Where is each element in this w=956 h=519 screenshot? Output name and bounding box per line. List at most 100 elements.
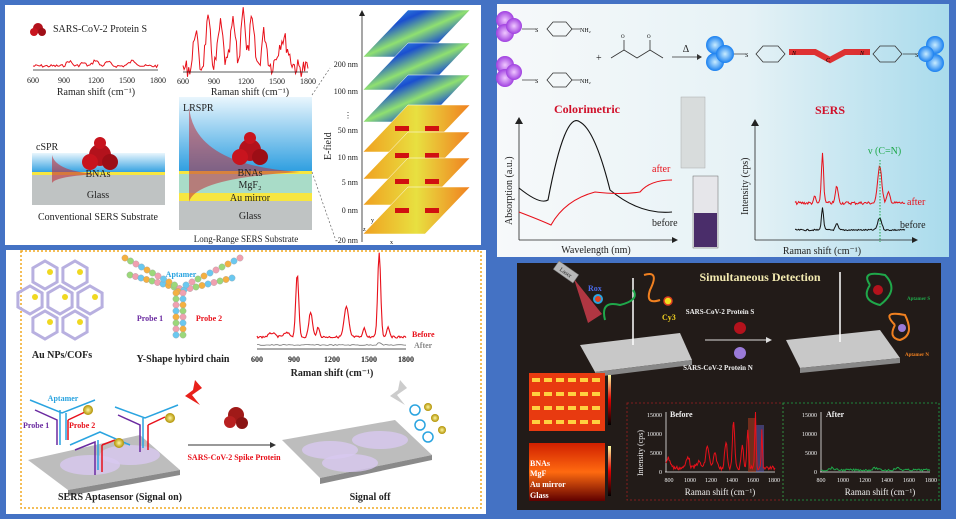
hotspot-mark [395, 179, 409, 184]
tick-label: 900 [288, 355, 300, 364]
before-label: Before [670, 410, 693, 419]
nucleotide-bead [179, 331, 187, 339]
y-axis-label: Intensity (cps) [636, 430, 645, 476]
au-nanoparticle [32, 294, 38, 300]
gold-cluster-icon [706, 36, 734, 71]
nucleotide-bead [204, 280, 212, 288]
nucleotide-bead [222, 276, 230, 283]
heatmap-hotspot [556, 378, 564, 382]
heatmap-hotspot [532, 392, 540, 396]
au-nanoparticle [92, 294, 98, 300]
bnas-label: BNAs [530, 459, 550, 468]
cof-ring [61, 259, 89, 291]
x-tick: 1000 [684, 478, 696, 484]
nucleotide-bead [179, 301, 187, 309]
nucleotide-bead [143, 266, 151, 274]
spectrum-line [257, 342, 407, 346]
nucleotide-bead [171, 281, 178, 289]
axis-y: y [371, 218, 374, 224]
heatmap-hotspot [592, 420, 600, 424]
x-tick: 1400 [881, 478, 893, 484]
cof-structure [16, 259, 104, 341]
bnas-label: BNAs [85, 169, 110, 180]
tick-label: 1800 [300, 77, 316, 86]
hotspot-mark [425, 126, 439, 131]
heatmap-hotspot [544, 420, 552, 424]
probe1-label: Probe 1 [23, 421, 49, 430]
aptamer-s-label: Aptamer S [907, 297, 930, 302]
cn-marker-label: ν (C=N) [868, 146, 901, 157]
aptamer-n-label: Aptamer N [905, 353, 929, 358]
nitrogen-label: N [791, 51, 797, 57]
height-label: 0 nm [342, 206, 359, 215]
cof-ring [31, 259, 59, 291]
heatmap-hotspot [580, 420, 588, 424]
panel-colorimetric-sers: S NH₂ S NH₂ + O O Δ S N C N S Colorimetr… [496, 4, 949, 257]
panel-simultaneous-detection: Simultaneous Detection Laser Rox Cy3 SAR… [517, 260, 941, 510]
sers-plot: SERS ν (C=N) after before Raman shift (c… [740, 103, 926, 257]
nucleotide-bead [179, 289, 187, 297]
heatmap-hotspot [532, 406, 540, 410]
height-label: 200 nm [334, 60, 359, 69]
tick-label: 1500 [269, 77, 285, 86]
axis-x: x [390, 240, 393, 246]
height-label: 10 nm [338, 153, 359, 162]
probe2-label: Probe 2 [69, 421, 95, 430]
nucleotide-bead [172, 331, 180, 339]
spectrum-line [794, 207, 906, 232]
hotspot-mark [395, 126, 409, 131]
nucleotide-bead [236, 254, 244, 262]
nucleotide-bead [179, 307, 187, 315]
tick-label: 1200 [238, 77, 254, 86]
nucleotide-bead [210, 279, 218, 286]
y-tick: 15000 [647, 413, 662, 419]
spectrum-line [794, 152, 906, 206]
protein-icon [232, 132, 268, 165]
spectrum-conventional: 600 900 1200 1500 1800 Raman shift (cm⁻¹… [27, 59, 166, 98]
au-mirror-label: Au mirror [230, 193, 271, 204]
x-axis-label: Raman shift (cm⁻¹) [57, 87, 135, 98]
efield-map-layer [362, 186, 471, 235]
x-axis-label: Raman shift (cm⁻¹) [685, 487, 755, 497]
hotspot-mark [395, 153, 409, 158]
nucleotide-bead [172, 319, 180, 327]
cy3-label: Cy3 [662, 313, 676, 322]
cof-ring [76, 284, 104, 316]
aptamer-label: Aptamer [166, 270, 197, 279]
before-spectrum: Before 15000 10000 5000 0 800 1000 1200 … [626, 402, 784, 501]
nucleotide-bead [179, 319, 187, 327]
heatmap-hotspot [568, 392, 576, 396]
heatmap-hotspot [580, 392, 588, 396]
substrate-after [786, 272, 910, 373]
spike-protein-icon [224, 407, 248, 429]
sulfur-label: S [535, 79, 538, 85]
cof-label: Au NPs/COFs [32, 350, 92, 361]
protein-icon [82, 137, 118, 170]
hotspot-mark [425, 153, 439, 158]
nucleotide-bead [165, 278, 173, 286]
long-range-substrate-diagram: LRSPR BNAs MgF₂ Au mirror Glass Long-Ran… [179, 67, 336, 244]
yshape-label: Y-Shape hybird chain [137, 354, 230, 365]
probe1-label: Probe 1 [137, 314, 163, 323]
gold-cluster-icon [496, 11, 522, 42]
cspr-label: cSPR [36, 142, 59, 153]
x-axis-label: Raman shift (cm⁻¹) [211, 87, 289, 98]
nucleotide-bead [138, 263, 145, 271]
heat-symbol: Δ [683, 44, 690, 55]
spectrum-line [256, 252, 407, 339]
heatmap-hotspot [544, 378, 552, 382]
nucleotide-bead [160, 275, 167, 283]
heatmap-hotspot [592, 378, 600, 382]
arrow-icon [270, 442, 276, 448]
nucleotide-bead [224, 260, 232, 268]
y-tick: 5000 [805, 451, 817, 457]
y-tick: 10000 [647, 432, 662, 438]
after-label: after [652, 164, 671, 175]
protein-n-icon [734, 347, 746, 359]
nucleotide-bead [212, 266, 220, 274]
x-tick: 1800 [925, 478, 937, 484]
nucleotide-bead [172, 325, 180, 333]
panel-aptasensor: Au NPs/COFs Aptamer Probe 1 Probe 2 Y-Sh… [6, 250, 486, 514]
y-tick: 0 [814, 470, 817, 476]
